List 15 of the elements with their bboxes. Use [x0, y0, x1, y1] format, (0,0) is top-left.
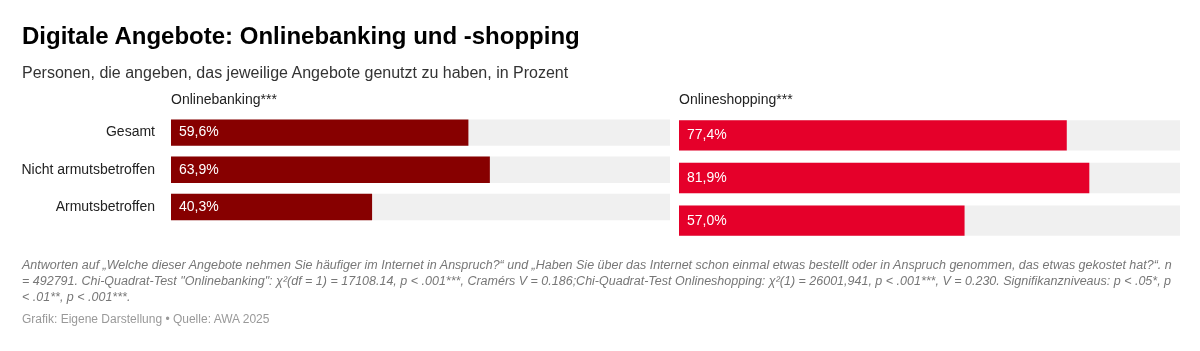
text: Grafik: Eigene Darstellung • Quelle: AWA 2025	[22, 312, 270, 326]
text: Antworten auf „Welche dieser Angebote nehmen Sie häufiger im Internet in Anspruch?“ und „Haben Sie über das Internet schon einmal etwas bestellt oder in Anspruch genommen, das etwas gekostet hat?“. n = 492791. Chi-Quadrat-Test "Onlinebanking": χ²(df = 1) = 17108.14, p < .001***, Cramérs V = 0.186;Chi-Quadrat-Test Onlineshopping: χ²(1) = 26001,941, p < .001***, V = 0.230. Signifikanzniveaus: p < .05*, p < .01**, p < .001***.	[22, 257, 1172, 305]
data-label: 57,0%	[687, 211, 727, 228]
data-label: 59,6%	[179, 123, 219, 140]
data-label: 40,3%	[179, 197, 219, 214]
series-label: Onlineshopping***	[679, 91, 794, 107]
data-label: 81,9%	[687, 168, 727, 185]
y-tick-label: Gesamt	[105, 123, 156, 140]
chart-subtitle: Personen, die angeben, das jeweilige Angebote genutzt zu haben, in Prozent	[22, 64, 569, 82]
chart-title: Digitale Angebote: Onlinebanking und -shopping	[22, 22, 580, 50]
y-tick-label: Armutsbetroffen	[55, 197, 155, 214]
data-label: 77,4%	[687, 126, 727, 143]
y-tick-label: Nicht armutsbetroffen	[21, 160, 155, 177]
data-label: 63,9%	[179, 160, 219, 177]
series-label: Onlinebanking***	[171, 91, 278, 107]
